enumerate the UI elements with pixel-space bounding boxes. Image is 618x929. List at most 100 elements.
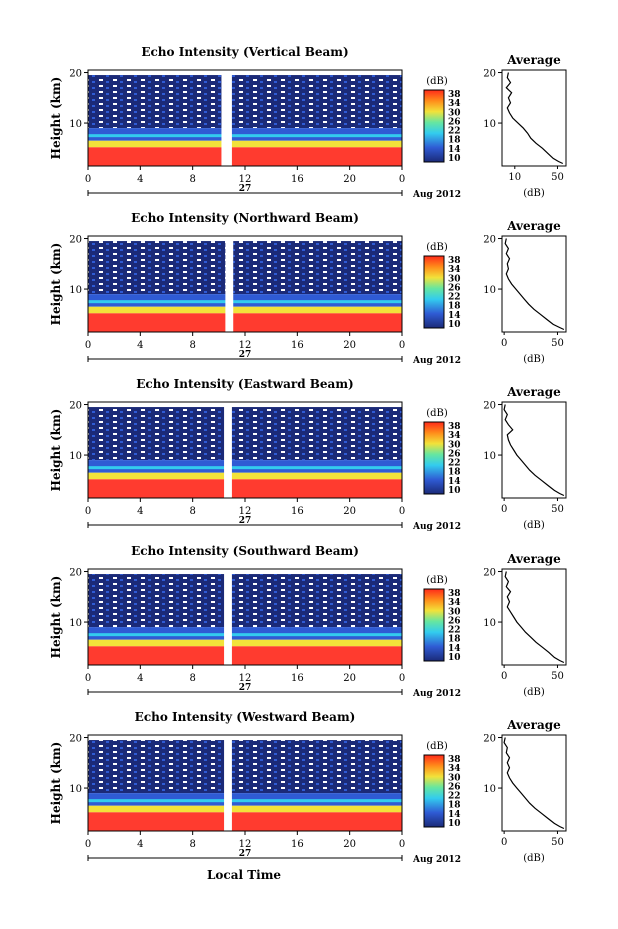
y-axis-label: Height (km) — [49, 742, 63, 825]
panel-title: Echo Intensity (Westward Beam) — [135, 710, 356, 724]
panel-3: Echo Intensity (Eastward Beam) 10 20 Height… — [49, 377, 567, 532]
average-x-tick-label: 0 — [501, 504, 507, 515]
data-gap — [224, 735, 232, 831]
average-x-label: (dB) — [523, 853, 545, 864]
x-tick-label: 0 — [85, 839, 91, 850]
colorbar-unit: (dB) — [426, 575, 448, 586]
colorbar-tick-label: 18 — [448, 136, 461, 146]
colorbar-tick-label: 30 — [448, 108, 461, 118]
band-upper-speckle — [88, 574, 402, 628]
y-tick-label: 20 — [69, 235, 82, 246]
band-yellow — [88, 805, 402, 813]
average-frame — [501, 401, 567, 499]
average-x-label: (dB) — [523, 188, 545, 199]
x-tick-label: 12 — [239, 839, 252, 850]
band-yellow — [88, 472, 402, 480]
average-x-tick-label: 0 — [501, 338, 507, 349]
x-tick-label: 4 — [137, 506, 143, 517]
y-tick-label: 20 — [69, 401, 82, 412]
x-tick-label: 4 — [137, 673, 143, 684]
x-tick-label: 16 — [291, 174, 304, 185]
panel-title: Echo Intensity (Southward Beam) — [131, 544, 359, 558]
y-tick-label: 10 — [69, 119, 82, 130]
x-tick-label: 0 — [399, 839, 405, 850]
average-title: Average — [506, 53, 561, 67]
average-x-label: (dB) — [523, 354, 545, 365]
average-y-tick-label: 10 — [483, 618, 496, 629]
panel-title: Echo Intensity (Northward Beam) — [131, 211, 359, 225]
average-profile-line — [504, 238, 565, 331]
average-x-tick-label: 50 — [551, 671, 564, 682]
colorbar-tick-label: 34 — [448, 764, 461, 774]
colorbar-tick-label: 38 — [448, 90, 461, 100]
average-profile-line — [504, 571, 565, 664]
day-label: 27 — [239, 683, 252, 693]
band-upper-speckle — [88, 407, 402, 461]
x-tick-label: 12 — [239, 506, 252, 517]
colorbar-tick-label: 18 — [448, 302, 461, 312]
panel-1: Echo Intensity (Vertical Beam) 10 20 Height… — [49, 45, 567, 200]
average-frame — [501, 734, 567, 832]
colorbar — [423, 255, 445, 329]
x-tick-label: 0 — [399, 174, 405, 185]
colorbar-tick-label: 10 — [448, 320, 461, 330]
colorbar-unit: (dB) — [426, 242, 448, 253]
data-gap — [221, 70, 232, 166]
x-tick-label: 0 — [85, 673, 91, 684]
colorbar — [423, 588, 445, 662]
band-upper-speckle — [88, 740, 402, 794]
x-tick-label: 12 — [239, 174, 252, 185]
colorbar-tick-label: 22 — [448, 459, 461, 469]
x-tick-label: 0 — [399, 340, 405, 351]
x-tick-label: 0 — [85, 506, 91, 517]
colorbar-tick-label: 30 — [448, 440, 461, 450]
date-label: Aug 2012 — [412, 689, 461, 699]
colorbar-tick-label: 26 — [448, 782, 461, 792]
colorbar-tick-label: 14 — [448, 145, 461, 155]
average-y-tick-label: 20 — [483, 235, 496, 246]
colorbar-tick-label: 34 — [448, 99, 461, 109]
date-label: Aug 2012 — [412, 356, 461, 366]
heatmap — [88, 735, 402, 831]
band-lower — [88, 479, 402, 498]
colorbar-tick-label: 30 — [448, 773, 461, 783]
band-lower — [88, 147, 402, 166]
x-tick-label: 0 — [85, 340, 91, 351]
y-tick-label: 10 — [69, 451, 82, 462]
x-tick-label: 0 — [399, 673, 405, 684]
colorbar-tick-label: 34 — [448, 265, 461, 275]
x-tick-label: 4 — [137, 340, 143, 351]
average-x-tick-label: 50 — [551, 172, 564, 183]
heatmap — [88, 70, 402, 166]
colorbar-tick-label: 10 — [448, 653, 461, 663]
band-cyan — [88, 134, 402, 138]
colorbar-unit: (dB) — [426, 741, 448, 752]
average-x-tick-label: 0 — [501, 837, 507, 848]
colorbar-tick-label: 14 — [448, 311, 461, 321]
x-tick-label: 12 — [239, 673, 252, 684]
band-cyan — [88, 799, 402, 803]
average-title: Average — [506, 718, 561, 732]
average-title: Average — [506, 219, 561, 233]
x-tick-label: 16 — [291, 673, 304, 684]
colorbar-tick-label: 30 — [448, 274, 461, 284]
band-cyan — [88, 300, 402, 304]
colorbar-tick-label: 22 — [448, 127, 461, 137]
average-x-tick-label: 10 — [508, 172, 521, 183]
colorbar-tick-label: 10 — [448, 819, 461, 829]
x-tick-label: 0 — [399, 506, 405, 517]
day-label: 27 — [239, 516, 252, 526]
x-tick-label: 16 — [291, 506, 304, 517]
band-yellow — [88, 639, 402, 647]
average-title: Average — [506, 552, 561, 566]
colorbar-tick-label: 34 — [448, 598, 461, 608]
band-upper-speckle — [88, 241, 402, 295]
x-tick-label: 20 — [343, 673, 356, 684]
average-profile-line — [503, 404, 565, 497]
colorbar — [423, 754, 445, 828]
x-tick-label: 0 — [85, 174, 91, 185]
x-tick-label: 16 — [291, 839, 304, 850]
colorbar-tick-label: 26 — [448, 616, 461, 626]
colorbar-tick-label: 22 — [448, 792, 461, 802]
heatmap — [88, 569, 402, 665]
